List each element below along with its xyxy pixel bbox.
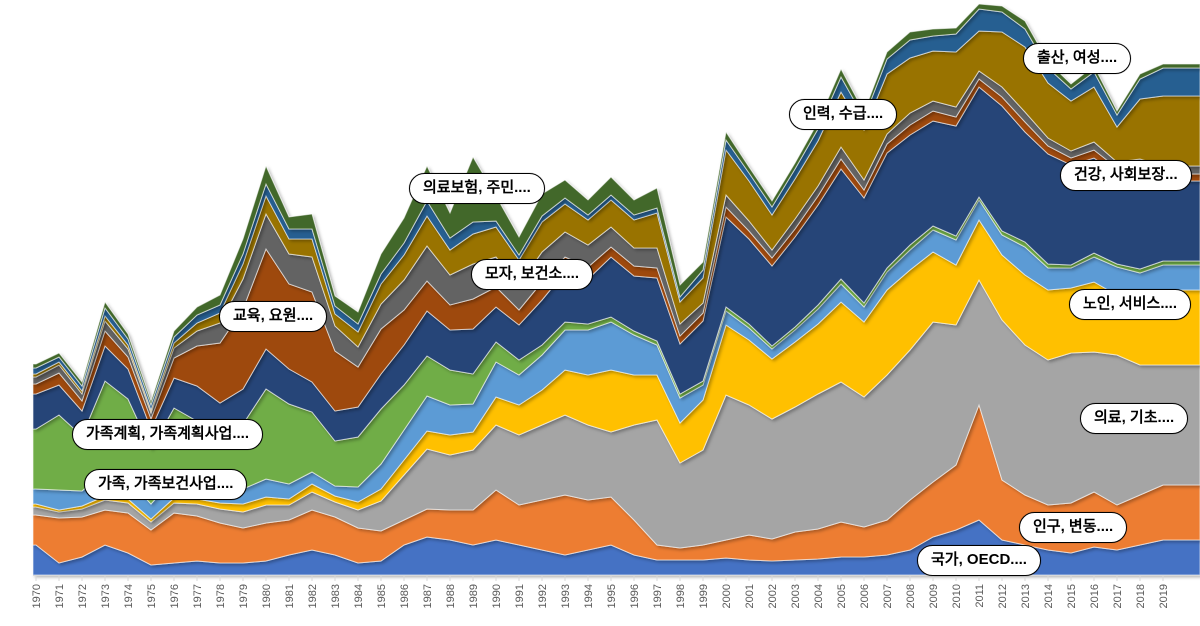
callout-5: 인력, 수급.... <box>789 99 898 130</box>
callout-2: 교육, 요원.... <box>219 301 328 332</box>
x-tick-label-1999: 1999 <box>698 584 710 608</box>
x-tick-label-2013: 2013 <box>1020 584 1032 608</box>
x-tick-label-2011: 2011 <box>974 584 986 608</box>
x-tick-label-1976: 1976 <box>169 584 181 608</box>
x-tick-label-2002: 2002 <box>767 584 779 608</box>
callout-0: 가족계획, 가족계획사업.... <box>72 419 264 450</box>
area-series-11 <box>32 3 1200 407</box>
x-tick-label-1990: 1990 <box>491 584 503 608</box>
callout-7: 건강, 사회보장... <box>1060 160 1192 191</box>
x-tick-label-2006: 2006 <box>859 584 871 608</box>
x-tick-label-1971: 1971 <box>54 584 66 608</box>
x-tick-label-1992: 1992 <box>537 584 549 608</box>
x-tick-label-1974: 1974 <box>123 584 135 608</box>
x-tick-label-1991: 1991 <box>514 584 526 608</box>
x-tick-label-2005: 2005 <box>836 584 848 608</box>
x-tick-label-1989: 1989 <box>468 584 480 608</box>
x-tick-label-2003: 2003 <box>790 584 802 608</box>
x-tick-label-1994: 1994 <box>583 584 595 608</box>
x-tick-label-1981: 1981 <box>284 584 296 608</box>
x-tick-label-2014: 2014 <box>1043 584 1055 608</box>
x-tick-label-2008: 2008 <box>905 584 917 608</box>
callout-9: 의료, 기초.... <box>1080 403 1189 434</box>
x-tick-label-1977: 1977 <box>192 584 204 608</box>
x-tick-label-1979: 1979 <box>238 584 250 608</box>
x-tick-label-1998: 1998 <box>675 584 687 608</box>
x-tick-label-1985: 1985 <box>376 584 388 608</box>
callout-1: 가족, 가족보건사업.... <box>84 469 248 500</box>
x-tick-label-2015: 2015 <box>1066 584 1078 608</box>
x-tick-label-1973: 1973 <box>100 584 112 608</box>
x-tick-label-1972: 1972 <box>77 584 89 608</box>
x-tick-label-1996: 1996 <box>629 584 641 608</box>
callout-11: 국가, OECD.... <box>917 545 1041 576</box>
x-tick-label-2016: 2016 <box>1089 584 1101 608</box>
x-tick-label-2018: 2018 <box>1135 584 1147 608</box>
x-tick-label-1993: 1993 <box>560 584 572 608</box>
x-tick-label-1970: 1970 <box>31 584 43 608</box>
x-tick-label-1997: 1997 <box>652 584 664 608</box>
x-tick-label-1975: 1975 <box>146 584 158 608</box>
x-tick-label-1984: 1984 <box>353 584 365 608</box>
x-tick-label-2012: 2012 <box>997 584 1009 608</box>
x-tick-label-2010: 2010 <box>951 584 963 608</box>
x-tick-label-2007: 2007 <box>882 584 894 608</box>
callout-10: 인구, 변동.... <box>1019 512 1128 543</box>
callout-8: 노인, 서비스.... <box>1069 289 1192 320</box>
x-tick-label-2017: 2017 <box>1112 584 1124 608</box>
x-tick-label-1983: 1983 <box>330 584 342 608</box>
x-tick-label-2019: 2019 <box>1158 584 1170 608</box>
callout-4: 모자, 보건소.... <box>471 259 594 290</box>
x-tick-label-2009: 2009 <box>928 584 940 608</box>
x-tick-label-2001: 2001 <box>744 584 756 608</box>
x-tick-label-1988: 1988 <box>445 584 457 608</box>
x-tick-label-2000: 2000 <box>721 584 733 608</box>
x-tick-label-1995: 1995 <box>606 584 618 608</box>
callout-6: 출산, 여성.... <box>1023 43 1132 74</box>
x-tick-label-1980: 1980 <box>261 584 273 608</box>
callout-3: 의료보험, 주민.... <box>409 173 545 204</box>
x-tick-label-1986: 1986 <box>399 584 411 608</box>
x-tick-label-1982: 1982 <box>307 584 319 608</box>
x-tick-label-1978: 1978 <box>215 584 227 608</box>
x-tick-label-1987: 1987 <box>422 584 434 608</box>
x-tick-label-2004: 2004 <box>813 584 825 608</box>
